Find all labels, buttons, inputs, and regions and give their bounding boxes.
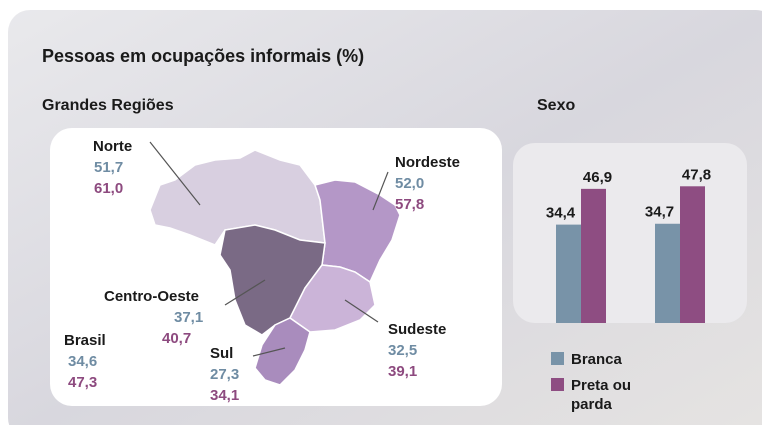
region-name: Norte — [93, 138, 132, 155]
region-value: 47,3 — [68, 374, 97, 391]
bar — [556, 224, 581, 323]
chart-title: Sexo — [537, 97, 575, 114]
leader-lines — [149, 141, 389, 357]
region-name: Sudeste — [388, 321, 446, 338]
legend-label: Branca — [571, 351, 622, 368]
value-label: 46,9 — [583, 169, 612, 186]
chart-panel — [513, 143, 747, 323]
value-label: 34,7 — [645, 204, 674, 221]
region-value: 32,5 — [388, 342, 417, 359]
region-value: 61,0 — [94, 180, 123, 197]
leader-line — [224, 279, 266, 306]
region-value: 57,8 — [395, 196, 424, 213]
region-value: 34,6 — [68, 353, 97, 370]
bar — [581, 188, 606, 323]
region-value: 52,0 — [395, 175, 424, 192]
leader-line — [344, 299, 379, 323]
region-name: Sul — [210, 345, 233, 362]
value-label: 47,8 — [682, 166, 711, 183]
regions-title: Grandes Regiões — [42, 97, 174, 114]
region-value: 39,1 — [388, 363, 417, 380]
bar — [680, 186, 705, 323]
region-value: 40,7 — [162, 330, 191, 347]
leader-line — [149, 141, 201, 206]
legend-label: Preta ou parda — [571, 377, 632, 413]
map — [149, 149, 401, 386]
leader-line — [252, 347, 286, 357]
region-value: 27,3 — [210, 366, 239, 383]
region-name: Nordeste — [395, 154, 460, 171]
region-value: 34,1 — [210, 387, 239, 404]
region-value: 37,1 — [174, 309, 203, 326]
value-label: 34,4 — [546, 205, 576, 222]
leader-line — [372, 171, 389, 211]
legend-swatch — [551, 378, 564, 391]
region-name: Centro-Oeste — [104, 288, 199, 305]
region-sul — [254, 317, 311, 386]
region-sudeste — [289, 264, 376, 333]
legend-swatch — [551, 352, 564, 365]
title: Pessoas em ocupações informais (%) — [42, 46, 364, 66]
region-name: Brasil — [64, 332, 106, 349]
bar — [655, 223, 680, 323]
region-value: 51,7 — [94, 159, 123, 176]
